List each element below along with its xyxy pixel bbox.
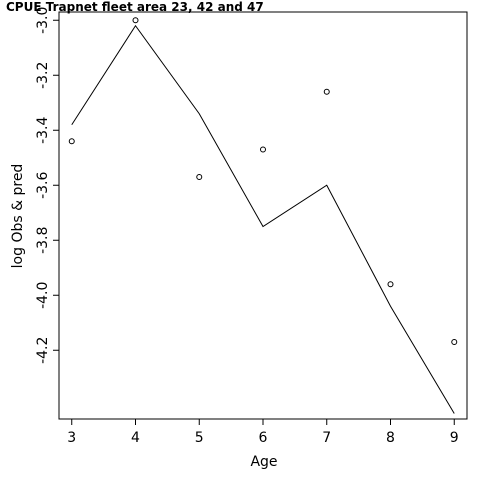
x-tick-label: 8: [386, 430, 395, 446]
observed-point: [451, 339, 458, 345]
y-tick-label: -4.0: [35, 282, 51, 309]
x-tick-label: 6: [259, 430, 268, 446]
chart-title: CPUE Trapnet fleet area 23, 42 and 47: [6, 0, 264, 14]
y-axis: -3.0 -3.2 -3.4 -3.6 -3.8 -4.0 -4.2: [35, 7, 59, 364]
observed-point: [68, 138, 75, 145]
observed-point: [323, 88, 330, 95]
x-tick-label: 9: [450, 430, 459, 446]
plot-frame: [58, 11, 468, 420]
observed-point: [260, 146, 266, 153]
observed-point: [132, 17, 139, 24]
y-tick-label: -3.2: [35, 62, 51, 89]
predicted-series: [71, 24, 455, 414]
y-tick-label: -4.2: [35, 337, 51, 364]
x-axis-label: Age: [250, 454, 277, 470]
x-tick-label: 3: [67, 430, 76, 446]
y-tick-label: -3.0: [35, 7, 51, 34]
x-axis: 3 4 5 6 7 8 9: [67, 419, 459, 446]
y-tick-label: -3.6: [35, 172, 51, 199]
observed-point: [387, 281, 394, 288]
x-tick-label: 7: [322, 430, 331, 446]
observed-series: [68, 17, 458, 345]
y-tick-label: -3.8: [35, 227, 51, 254]
x-tick-label: 4: [131, 430, 140, 446]
x-tick-label: 5: [195, 430, 204, 446]
observed-point: [196, 174, 203, 180]
y-tick-label: -3.4: [35, 117, 51, 144]
predicted-line: [71, 24, 455, 414]
y-axis-label: log Obs & pred: [10, 164, 26, 269]
